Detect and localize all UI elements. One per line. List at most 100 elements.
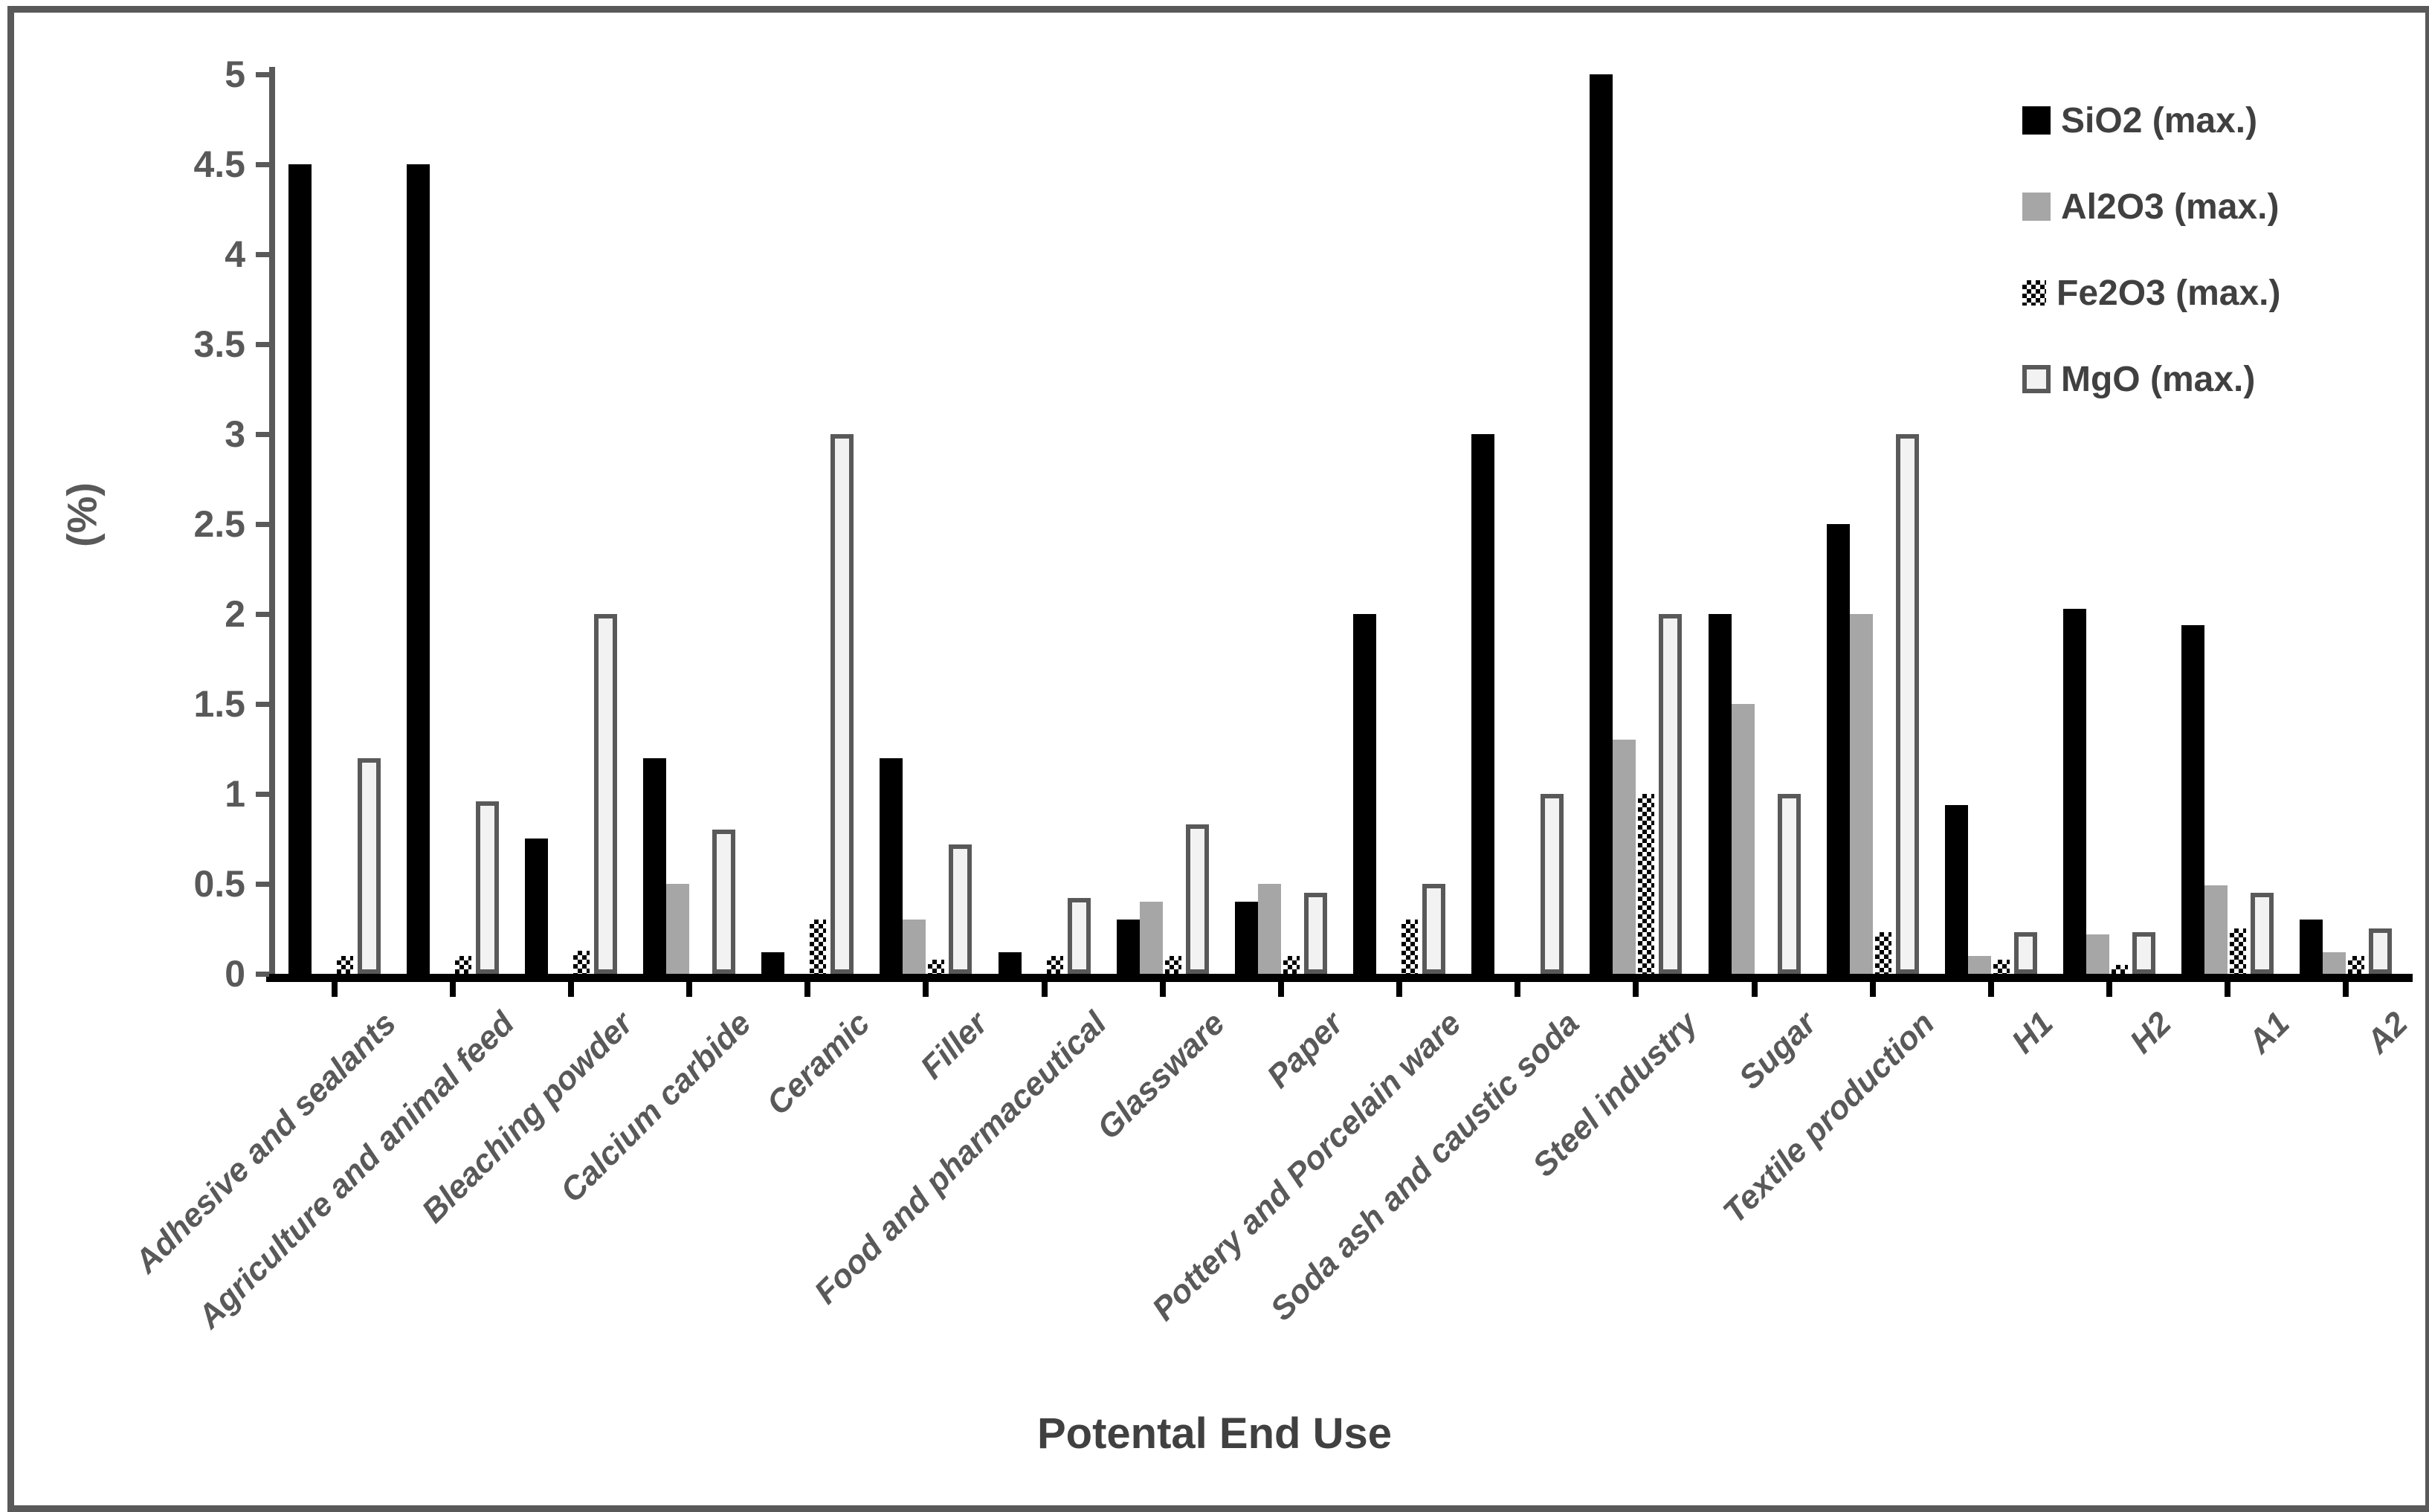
x-category-label: A1: [2241, 1005, 2297, 1061]
bar-sio2: [1235, 902, 1258, 974]
bar-mgo: [2132, 932, 2155, 974]
y-tick-mark: [256, 702, 269, 707]
x-category-label: Bleaching powder: [414, 1005, 640, 1230]
bar-mgo: [1068, 898, 1091, 974]
bar-fe2o3: [1638, 794, 1654, 974]
legend-item: SiO2 (max.): [2022, 101, 2280, 140]
x-category-label: Sugar: [1732, 1005, 1824, 1096]
x-category-label: Ceramic: [759, 1005, 877, 1122]
y-tick-label: 0.5: [193, 863, 245, 905]
bar-fe2o3: [1401, 920, 1418, 974]
x-tick-mark: [1277, 982, 1284, 997]
y-tick-mark: [256, 972, 269, 977]
x-tick-mark: [1396, 982, 1403, 997]
x-tick-mark: [2225, 982, 2231, 997]
y-tick-mark: [256, 882, 269, 887]
bar-mgo: [476, 801, 499, 974]
bar-mgo: [2369, 928, 2392, 974]
x-tick-mark: [449, 982, 456, 997]
bar-mgo: [1896, 434, 1919, 974]
bar-fe2o3: [2230, 928, 2246, 974]
x-tick-mark: [1633, 982, 1639, 997]
bar-fe2o3: [2112, 965, 2128, 974]
x-category-label: Textile production: [1716, 1005, 1942, 1231]
y-tick-mark: [256, 252, 269, 257]
y-tick-mark: [256, 72, 269, 77]
bar-mgo: [1304, 893, 1327, 974]
bar-sio2: [1827, 524, 1850, 974]
bar-mgo: [1541, 794, 1564, 974]
x-axis-title: Potental End Use: [1037, 1409, 1392, 1458]
bar-mgo: [949, 844, 972, 974]
bar-sio2: [999, 952, 1022, 974]
y-tick-mark: [256, 612, 269, 617]
legend-label: MgO (max.): [2061, 359, 2256, 399]
x-tick-mark: [923, 982, 929, 997]
x-category-label: Glassware: [1090, 1005, 1232, 1147]
x-tick-mark: [686, 982, 693, 997]
bar-fe2o3: [573, 951, 590, 974]
bar-sio2: [407, 164, 430, 974]
bar-mgo: [830, 434, 854, 974]
x-category-label: H2: [2123, 1005, 2178, 1061]
legend-swatch-fe2o3: [2022, 280, 2046, 306]
bar-sio2: [1945, 805, 1968, 974]
bar-sio2: [2181, 625, 2204, 974]
y-tick-mark: [256, 432, 269, 437]
bar-al2o3: [1140, 902, 1163, 974]
bar-fe2o3: [1283, 956, 1300, 974]
bar-al2o3: [2323, 952, 2346, 974]
y-tick-mark: [256, 342, 269, 347]
bar-sio2: [288, 164, 312, 974]
x-category-label: A2: [2359, 1005, 2416, 1061]
y-tick-label: 2: [225, 593, 245, 635]
bar-mgo: [1186, 824, 1209, 974]
x-tick-mark: [1041, 982, 1048, 997]
x-tick-mark: [2106, 982, 2113, 997]
y-tick-label: 3: [225, 413, 245, 455]
bar-fe2o3: [1993, 960, 2010, 974]
legend-label: Fe2O3 (max.): [2057, 273, 2281, 313]
x-category-label: H1: [2004, 1005, 2060, 1061]
bar-sio2: [880, 758, 903, 974]
bar-al2o3: [903, 920, 926, 974]
y-tick-label: 1: [225, 773, 245, 815]
bar-mgo: [594, 614, 617, 974]
bar-al2o3: [2204, 885, 2228, 974]
bar-al2o3: [1258, 884, 1281, 974]
bar-sio2: [1709, 614, 1732, 974]
x-tick-mark: [1869, 982, 1876, 997]
legend-swatch-al2o3: [2022, 193, 2051, 221]
x-category-label: Filler: [914, 1005, 996, 1087]
bar-mgo: [712, 830, 735, 974]
y-tick-label: 2.5: [193, 503, 245, 545]
bar-al2o3: [666, 884, 689, 974]
bar-mgo: [2251, 893, 2274, 974]
y-axis-line: [269, 67, 275, 981]
x-tick-mark: [567, 982, 574, 997]
bar-al2o3: [1968, 956, 1991, 974]
bar-sio2: [2063, 609, 2086, 974]
bar-fe2o3: [1165, 956, 1181, 974]
y-tick-label: 4: [225, 233, 245, 275]
bar-fe2o3: [1047, 956, 1063, 974]
bar-fe2o3: [337, 956, 353, 974]
x-tick-mark: [804, 982, 811, 997]
bar-sio2: [1117, 920, 1140, 974]
legend-swatch-mgo: [2022, 365, 2051, 393]
bar-sio2: [643, 758, 666, 974]
bar-fe2o3: [810, 920, 826, 974]
y-tick-label: 0: [225, 953, 245, 995]
bar-mgo: [2014, 932, 2037, 974]
bar-al2o3: [1732, 704, 1755, 974]
y-tick-label: 3.5: [193, 323, 245, 365]
y-tick-mark: [256, 162, 269, 167]
x-tick-mark: [1987, 982, 1994, 997]
bar-mgo: [1778, 794, 1801, 974]
bar-al2o3: [1613, 740, 1636, 974]
x-tick-mark: [331, 982, 338, 997]
legend-label: Al2O3 (max.): [2061, 187, 2280, 227]
bar-mgo: [1422, 884, 1445, 974]
x-tick-mark: [1159, 982, 1166, 997]
